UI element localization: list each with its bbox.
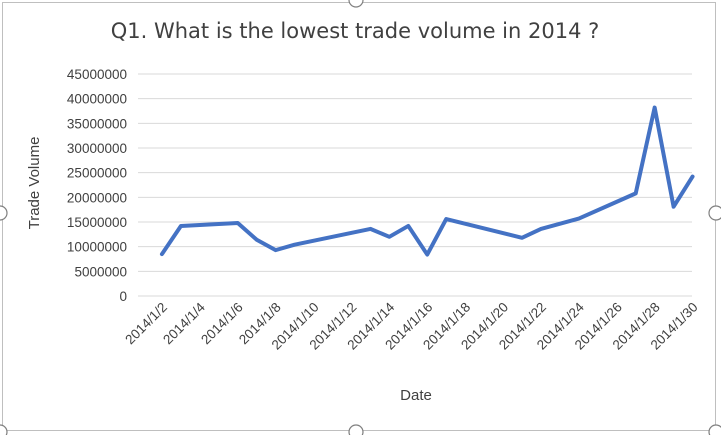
y-tick-label: 40000000 (67, 92, 127, 107)
y-tick-label: 0 (119, 289, 127, 304)
y-tick-label: 5000000 (74, 264, 127, 279)
y-tick-label: 25000000 (67, 166, 127, 181)
resize-handle-left[interactable] (0, 205, 8, 221)
data-point (672, 205, 676, 209)
data-point (387, 235, 391, 239)
resize-handle-bottom-left[interactable] (0, 424, 8, 435)
resize-handle-top[interactable] (348, 0, 364, 8)
y-axis-label: Trade Volume (26, 137, 43, 230)
data-point (293, 243, 297, 247)
data-point (520, 236, 524, 240)
y-tick-label: 45000000 (67, 67, 127, 82)
data-point (160, 252, 164, 256)
y-tick-label: 20000000 (67, 190, 127, 205)
y-tick-label: 10000000 (67, 240, 127, 255)
chart-title: Q1. What is the lowest trade volume in 2… (111, 19, 600, 43)
data-point (690, 175, 695, 179)
data-point (368, 227, 372, 231)
gridlines (138, 73, 692, 297)
data-point (406, 224, 410, 228)
data-point (274, 248, 278, 252)
y-tick-label: 30000000 (67, 141, 127, 156)
data-point (425, 252, 429, 257)
data-point (255, 238, 259, 242)
data-point (444, 217, 448, 221)
y-tick-label: 15000000 (67, 215, 127, 230)
y-tick-label: 35000000 (67, 116, 127, 131)
data-point (539, 227, 543, 231)
x-axis-ticks: 2014/1/22014/1/42014/1/62014/1/82014/1/1… (122, 299, 700, 352)
series-line (159, 105, 695, 257)
data-point (634, 191, 638, 195)
resize-handle-right[interactable] (708, 205, 721, 221)
data-point (653, 105, 657, 110)
x-axis-label: Date (400, 387, 432, 404)
plot-area (159, 105, 695, 257)
data-point (236, 221, 240, 225)
data-point (577, 216, 581, 221)
resize-handle-bottom[interactable] (348, 424, 364, 435)
y-axis-ticks: 0 5000000 10000000 15000000 20000000 25000000… (67, 67, 127, 304)
resize-handle-bottom-right[interactable] (708, 424, 721, 435)
data-point (179, 224, 183, 228)
